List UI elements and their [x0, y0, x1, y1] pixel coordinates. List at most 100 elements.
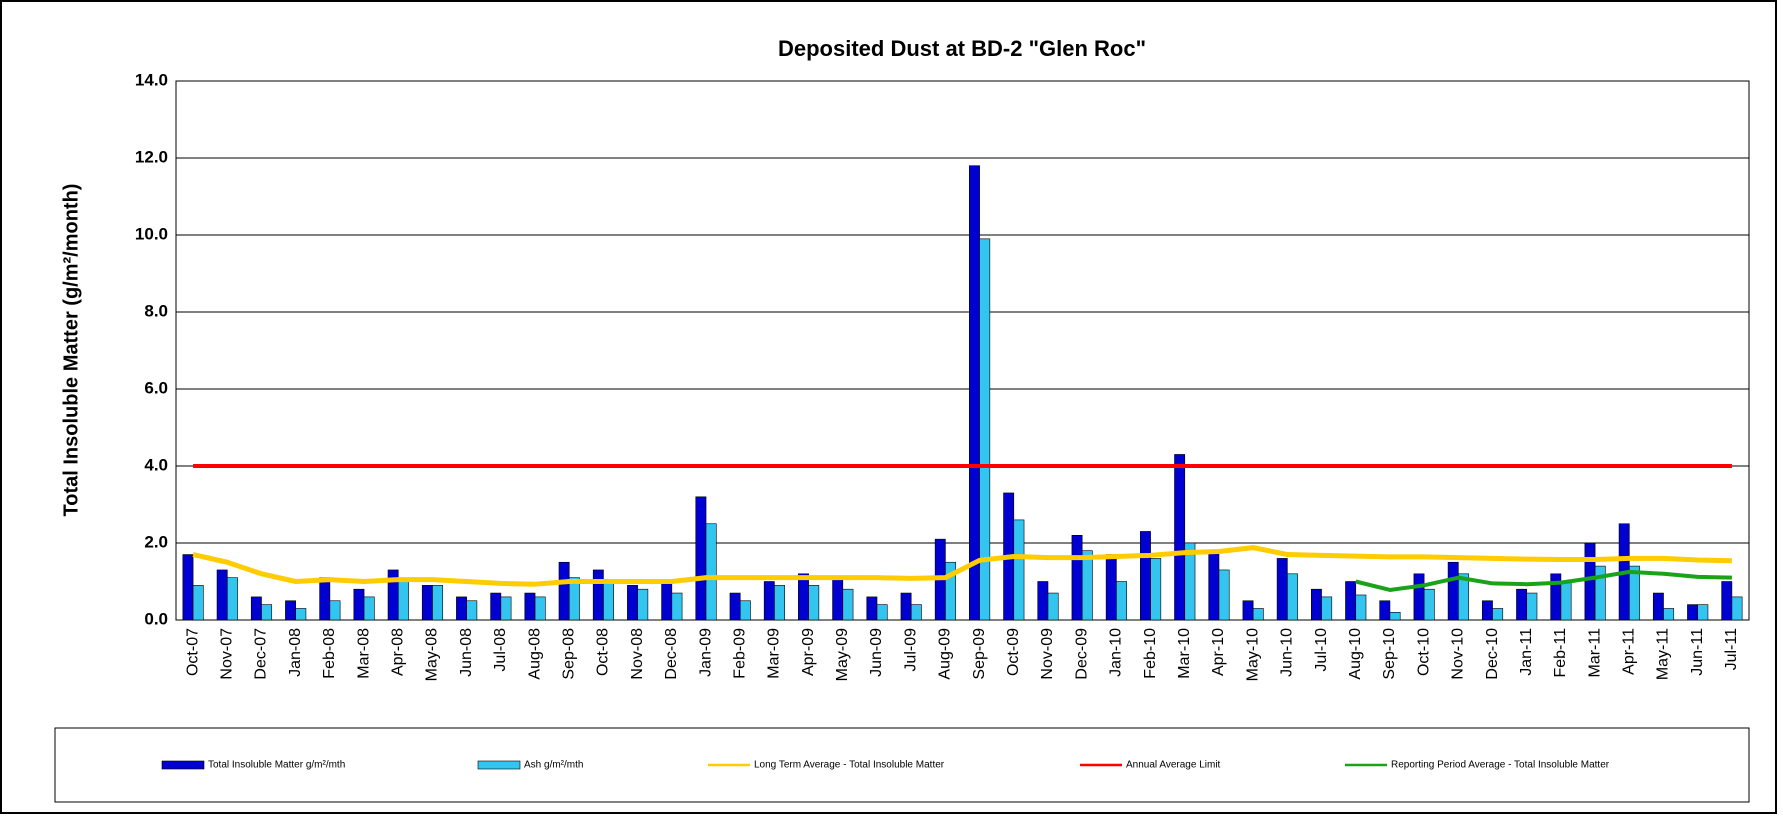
bar: [1252, 608, 1264, 621]
bar: [1413, 573, 1425, 621]
x-tick-label: Jan-11: [1518, 628, 1535, 676]
bar: [319, 577, 331, 621]
bar: [1321, 596, 1333, 621]
x-tick-label: Nov-10: [1450, 628, 1467, 680]
x-tick-label: Jun-08: [458, 628, 475, 677]
bar: [216, 569, 228, 621]
bar: [558, 561, 570, 621]
line: [1355, 569, 1732, 592]
bar: [1345, 581, 1357, 621]
bar: [774, 585, 785, 621]
legend-label: Annual Average Limit: [1126, 760, 1221, 771]
x-tick-label: Aug-09: [937, 628, 954, 680]
x-tick-label: Dec-10: [1484, 628, 1501, 680]
bar: [456, 596, 467, 621]
y-tick-label: 4.0: [144, 455, 168, 474]
plot-area: [175, 80, 1750, 621]
bar: [739, 600, 751, 621]
bar: [568, 577, 580, 621]
bar: [1287, 573, 1298, 621]
x-tick-label: Aug-08: [526, 628, 543, 680]
bar: [1594, 565, 1606, 621]
bar: [1105, 554, 1117, 621]
y-tick-label: 6.0: [144, 378, 168, 397]
bar: [603, 581, 615, 621]
bar: [876, 604, 888, 621]
bar: [637, 588, 649, 621]
bar: [295, 608, 307, 621]
bar: [466, 600, 478, 621]
bar: [763, 581, 775, 621]
bar: [192, 585, 204, 621]
bar: [842, 588, 854, 621]
bar: [534, 596, 546, 621]
legend-box: [54, 727, 1750, 803]
legend-label: Long Term Average - Total Insoluble Matt…: [754, 760, 945, 771]
x-tick-label: Jun-10: [1279, 628, 1296, 677]
y-tick-label: 10.0: [135, 224, 168, 243]
x-tick-label: Apr-10: [1210, 628, 1227, 676]
bar: [1150, 558, 1162, 621]
x-tick-label: Feb-10: [1142, 628, 1159, 679]
bar: [1081, 550, 1093, 621]
bar: [1697, 604, 1709, 621]
x-tick-label: Jan-09: [697, 628, 714, 677]
bar: [1047, 592, 1059, 621]
bar: [1355, 594, 1367, 621]
bar: [729, 592, 741, 621]
x-tick-label: Nov-08: [629, 628, 646, 680]
x-tick-label: Dec-08: [663, 628, 680, 680]
x-tick-label: Mar-11: [1586, 628, 1603, 678]
bar: [900, 592, 912, 621]
bar: [1310, 588, 1322, 621]
bar: [363, 596, 375, 621]
x-tick-label: Sep-10: [1381, 628, 1398, 680]
bar: [1116, 581, 1127, 621]
bar: [1731, 596, 1743, 621]
bar: [1276, 558, 1288, 621]
y-tick-label: 2.0: [144, 532, 168, 551]
bar: [1174, 454, 1186, 621]
bar: [182, 554, 194, 621]
bar: [671, 592, 683, 621]
bar: [1423, 588, 1435, 621]
x-tick-label: Jul-10: [1313, 628, 1330, 672]
y-axis-label: Total Insoluble Matter (g/m²/month): [60, 184, 82, 517]
x-tick-label: Feb-08: [321, 628, 338, 679]
legend-swatch: [477, 760, 521, 770]
bar: [910, 604, 922, 621]
bar: [627, 585, 638, 621]
bar: [1492, 608, 1504, 621]
x-tick-label: Aug-10: [1347, 628, 1364, 680]
x-tick-label: Feb-11: [1552, 628, 1569, 678]
line: [192, 545, 1732, 587]
legend-label: Reporting Period Average - Total Insolub…: [1391, 760, 1610, 771]
bar: [969, 165, 980, 621]
bar: [1218, 569, 1230, 621]
bar: [500, 596, 512, 621]
bar: [524, 592, 536, 621]
bar: [1721, 581, 1733, 621]
y-tick-label: 12.0: [135, 147, 168, 166]
x-tick-label: Sep-09: [971, 628, 988, 680]
bar: [808, 585, 820, 621]
legend-label: Total Insoluble Matter g/m²/mth: [208, 760, 345, 771]
y-tick-label: 8.0: [144, 301, 168, 320]
x-tick-label: Oct-08: [595, 628, 612, 676]
x-tick-label: Jun-11: [1689, 628, 1706, 676]
bar: [1208, 550, 1220, 621]
bar: [1184, 542, 1196, 621]
bar: [261, 604, 273, 621]
bar: [1560, 581, 1572, 621]
bar: [866, 596, 878, 621]
x-tick-label: Mar-08: [355, 628, 372, 679]
legend-label: Ash g/m²/mth: [524, 760, 583, 771]
x-tick-label: Oct-07: [184, 628, 201, 676]
bar: [490, 592, 502, 621]
x-tick-label: May-11: [1655, 628, 1672, 680]
x-tick-label: Sep-08: [560, 628, 577, 680]
bar: [1687, 604, 1699, 621]
bar: [1447, 561, 1459, 621]
bar: [285, 600, 296, 621]
x-tick-label: May-08: [424, 628, 441, 681]
